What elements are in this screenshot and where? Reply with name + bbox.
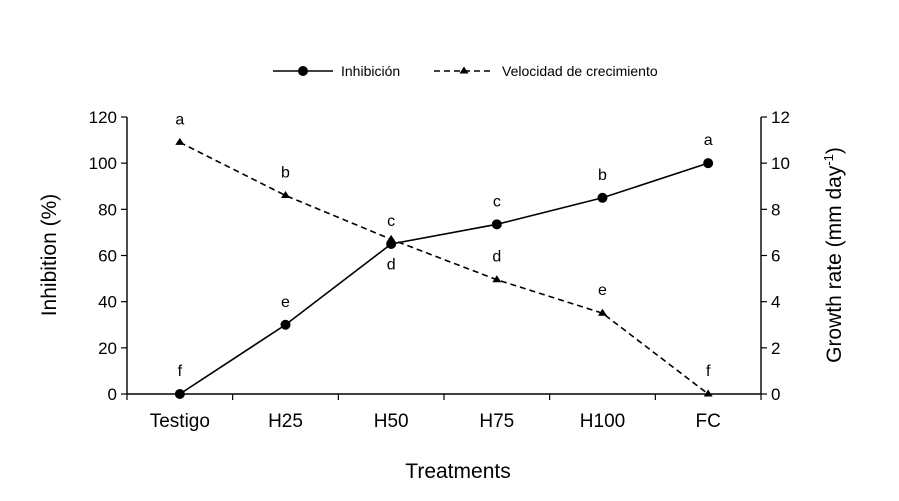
inhibicion-letter: b [598,167,607,184]
inhibicion-letter: f [178,363,183,380]
y2-axis-title-superscript: -1 [821,154,836,166]
inhibicion-letter: a [704,132,713,149]
y-tick-label: 60 [98,247,117,266]
velocidad-point [703,389,713,397]
velocidad-point [281,190,290,198]
x-tick-label: FC [696,411,721,432]
y-tick-label: 80 [98,200,117,219]
y-tick-label: 20 [98,339,117,358]
y2-tick-label: 6 [771,247,780,266]
inhibicion-letter: e [281,294,290,311]
inhibicion-letter: c [387,213,395,230]
legend: Inhibición Velocidad de crecimiento [273,63,658,79]
velocidad-letter: d [387,256,396,273]
x-tick-label: H50 [374,411,409,432]
y-axis-title: Inhibition (%) [38,194,61,317]
y2-axis-title-main: Growth rate (mm day [823,165,846,363]
velocidad-letter: a [175,111,184,128]
inhibicion-point [703,158,714,169]
y2-tick-label: 10 [771,154,790,173]
inhibicion-point [280,319,291,330]
legend-velocidad-marker [459,66,469,74]
x-tick-label: H75 [479,411,514,432]
y2-tick-label: 0 [771,385,780,404]
legend-inhibicion-marker [298,66,308,76]
y2-axis-title: Growth rate (mm day-1) [821,147,846,363]
velocidad-point [598,308,607,316]
velocidad-point [175,137,185,145]
velocidad-letter: f [706,363,711,380]
series-marks [174,137,714,399]
y-tick-label: 40 [98,293,117,312]
y-tick-label: 0 [108,385,117,404]
x-tick-label: Testigo [150,411,210,432]
inhibicion-point [597,192,608,203]
velocidad-letter: e [598,282,607,299]
inhibicion-point [491,219,502,230]
x-tick-label: H25 [268,411,303,432]
x-axis-title: Treatments [405,460,510,483]
velocidad-point [492,275,502,283]
legend-velocidad-label: Velocidad de crecimiento [502,63,658,79]
inhibicion-point [174,389,185,399]
velocidad-letter: d [492,249,501,266]
y2-tick-label: 12 [771,108,790,127]
y2-tick-label: 4 [771,293,780,312]
y-tick-label: 100 [89,154,117,173]
series-lines [179,141,709,395]
velocidad-point [386,234,396,242]
velocidad-letter: b [281,164,290,181]
y-tick-label: 120 [89,108,117,127]
y2-axis-title-tail: ) [823,147,846,154]
y2-tick-label: 8 [771,200,780,219]
significance-letters: f e c c b a a b d d e f [175,111,712,380]
y2-tick-label: 2 [771,339,780,358]
axes: 0 20 40 60 80 100 120 0 2 4 6 8 10 12 Testigo H25 H50 H75… [89,108,790,432]
series-line-inhibicion [179,162,709,395]
series-line-velocidad [179,141,709,395]
x-tick-label: H100 [580,411,625,432]
legend-inhibicion-label: Inhibición [341,63,400,79]
inhibicion-letter: c [493,193,501,210]
